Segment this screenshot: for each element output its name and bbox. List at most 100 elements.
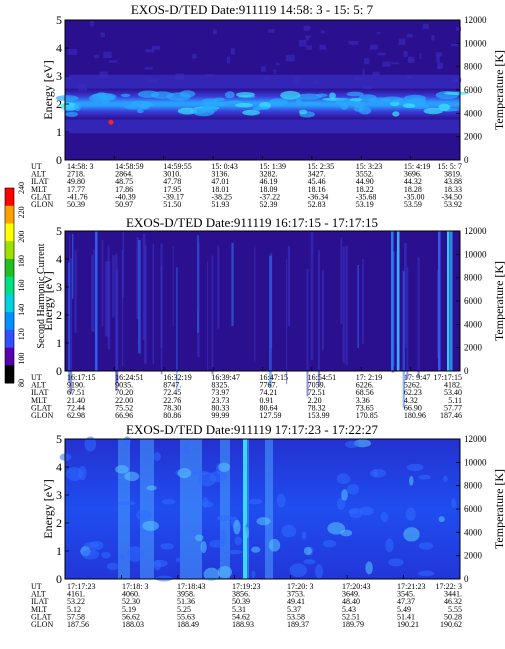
row-value: 2864.	[115, 170, 133, 179]
row-value: 17:20:43	[342, 582, 370, 591]
streak	[403, 242, 407, 348]
row-value: 50.39	[67, 200, 85, 209]
y2-tick-label: 8000	[464, 273, 483, 283]
band-cell	[346, 91, 364, 97]
row-value: 2718.	[67, 170, 85, 179]
blob	[385, 538, 394, 553]
bg-cell	[456, 26, 462, 31]
row-value: 48.40	[342, 597, 360, 606]
row-value: 3545.	[397, 590, 415, 599]
band-cell	[392, 111, 400, 117]
panel-1-ylabel: Energy [eV]	[41, 60, 55, 119]
bg-cell	[306, 45, 313, 50]
bg-cell	[369, 44, 378, 50]
row-value: 5.49	[397, 605, 411, 614]
band-cell	[235, 102, 253, 108]
streak	[321, 269, 325, 350]
bg-cell	[398, 38, 406, 46]
row-value: 7767.	[260, 381, 278, 390]
y2-tick-label: 10000	[464, 38, 487, 48]
colorbar-tick-label: 180	[17, 255, 26, 267]
streak	[138, 240, 141, 354]
row-value: 51.36	[177, 597, 195, 606]
row-value: 9190.	[67, 381, 85, 390]
column-bright	[243, 439, 247, 579]
blob	[123, 436, 131, 447]
streak	[104, 261, 108, 337]
streak	[112, 255, 115, 318]
row-value: 17:19:23	[232, 582, 260, 591]
colorbar-swatch	[5, 312, 14, 331]
row-value: 18.16	[308, 185, 326, 194]
blob	[301, 531, 307, 540]
row-value: 3441.	[444, 590, 462, 599]
y-tick-label: 3	[56, 488, 62, 502]
panel-2-y2label: Temperature [K]	[492, 261, 505, 341]
blob	[118, 553, 125, 562]
band-cell	[353, 105, 364, 112]
y2-tick-label: 0	[464, 574, 469, 584]
row-value: 189.37	[287, 620, 309, 629]
row-value: 67.51	[67, 388, 85, 397]
column-band	[220, 439, 230, 579]
colorbar-swatch	[5, 223, 14, 242]
row-value: 18.09	[260, 185, 278, 194]
streak	[91, 255, 94, 332]
bg-cell	[212, 29, 217, 35]
row-value: 16:54:51	[308, 373, 336, 382]
row-value: 80.86	[163, 411, 181, 420]
streak-bright	[438, 231, 441, 371]
row-value: 43.88	[444, 177, 462, 186]
row-value: 18.22	[356, 185, 374, 194]
row-value: 188.93	[232, 620, 254, 629]
blob	[124, 471, 140, 482]
bg-cell	[226, 56, 231, 64]
row-value: 5.12	[67, 605, 81, 614]
row-value: 74.21	[260, 388, 278, 397]
streak-bright	[95, 231, 98, 371]
band-cell	[177, 107, 198, 115]
row-value: 3.36	[356, 396, 370, 405]
row-value: 17.95	[163, 185, 181, 194]
row-value: 187.56	[67, 620, 89, 629]
y2-tick-label: 6000	[464, 504, 483, 514]
streak	[406, 266, 409, 380]
streak	[197, 241, 200, 311]
band-cell	[201, 105, 218, 113]
streak	[306, 268, 309, 397]
bg-cell	[78, 84, 88, 92]
row-value: 5.43	[342, 605, 356, 614]
y-tick-label: 3	[56, 280, 62, 294]
row-value: 3819.	[444, 170, 462, 179]
blob	[418, 542, 434, 550]
row-value: 22.00	[115, 396, 133, 405]
panel-1-y-ticks: 0 1 2 3 4 5	[56, 13, 69, 167]
row-value: -41.76	[67, 192, 88, 201]
row-value: 49.80	[67, 177, 85, 186]
streak	[74, 250, 77, 334]
blob	[84, 436, 97, 452]
row-value: -34.50	[441, 192, 462, 201]
row-label: GLON	[31, 200, 53, 209]
blob	[101, 551, 111, 559]
row-value: 17:22: 3	[436, 582, 462, 591]
colorbar-swatch	[5, 329, 14, 349]
band-cell	[242, 109, 260, 116]
column-band	[180, 439, 202, 579]
row-label: ILAT	[31, 388, 48, 397]
row-value: 47.78	[163, 177, 181, 186]
y2-tick-label: 4000	[464, 108, 483, 118]
blob	[403, 527, 420, 542]
row-value: 190.21	[397, 620, 419, 629]
row-value: 49.41	[287, 597, 305, 606]
panel-3-heatmap	[59, 436, 456, 582]
row-value: 5262.	[404, 381, 422, 390]
bg-cell	[320, 30, 326, 34]
band-cell	[340, 103, 348, 110]
row-value: 23.73	[211, 396, 229, 405]
row-value: 52.51	[342, 612, 360, 621]
bg-cell	[147, 79, 158, 83]
streak	[176, 267, 178, 390]
row-value: 17:17:23	[67, 582, 95, 591]
row-value: 52.30	[122, 597, 140, 606]
